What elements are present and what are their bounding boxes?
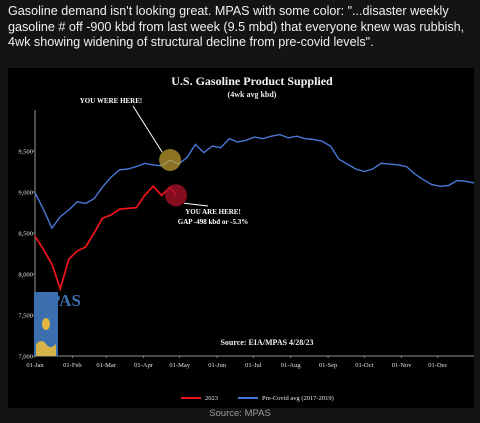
x-tick-label: 01-Dec bbox=[428, 362, 447, 369]
logo-flame bbox=[42, 318, 50, 330]
arrow-you-were-here bbox=[132, 105, 163, 153]
x-tick-label: 01-Aug bbox=[281, 362, 302, 369]
logo-text: MPAS bbox=[34, 291, 81, 310]
chart-subtitle: (4wk avg kbd) bbox=[228, 90, 277, 99]
highlight-circle-you-were-here bbox=[159, 149, 182, 172]
y-tick-labels: 7,000 7,500 8,000 8,500 9,000 9,500 bbox=[18, 149, 35, 361]
y-tick-label: 7,500 bbox=[18, 313, 33, 320]
gasoline-chart: U.S. Gasoline Product Supplied (4wk avg … bbox=[18, 74, 475, 402]
logo-waves bbox=[36, 341, 56, 356]
chart-axes bbox=[34, 110, 474, 357]
tweet-caption: Gasoline demand isn't looking great. MPA… bbox=[8, 4, 465, 49]
chart-title: U.S. Gasoline Product Supplied bbox=[171, 74, 333, 88]
y-tick-label: 8,000 bbox=[18, 272, 33, 279]
x-tick-label: 01-Apr bbox=[134, 362, 154, 369]
chart-panel: U.S. Gasoline Product Supplied (4wk avg … bbox=[8, 68, 475, 408]
x-tick-label: 01-Jun bbox=[208, 362, 226, 369]
legend-label-precovid: Pre-Covid avg (2017-2019) bbox=[262, 395, 334, 402]
annotation-you-were-here: YOU WERE HERE! bbox=[80, 97, 143, 105]
x-tick-label: 01-Nov bbox=[392, 362, 413, 369]
x-tick-label: 01-Mar bbox=[96, 362, 116, 369]
x-tick-label: 01-Oct bbox=[355, 362, 373, 369]
image-source: Source: MPAS bbox=[209, 408, 271, 419]
series-line-2023 bbox=[34, 184, 177, 292]
y-tick-label: 9,500 bbox=[18, 149, 33, 156]
x-tick-labels: 01-Jan 01-Feb 01-Mar 01-Apr 01-May 01-Jun 01-J… bbox=[26, 356, 447, 369]
annotation-gap: GAP -498 kbd or -5.3% bbox=[178, 218, 248, 226]
arrow-you-are-here bbox=[184, 202, 209, 207]
highlight-circle-you-are-here bbox=[165, 184, 188, 207]
y-tick-label: 7,000 bbox=[18, 354, 33, 361]
x-tick-label: 01-Feb bbox=[63, 362, 81, 369]
mpas-logo: MPAS bbox=[34, 291, 81, 356]
annotation-you-are-here: YOU ARE HERE! bbox=[185, 208, 241, 216]
chart-source-label: Source: EIA/MPAS 4/28/23 bbox=[220, 338, 313, 347]
x-tick-label: 01-Sep bbox=[319, 362, 337, 369]
chart-legend: 2023 Pre-Covid avg (2017-2019) bbox=[181, 395, 334, 402]
x-tick-label: 01-May bbox=[169, 362, 190, 369]
x-tick-label: 01-Jan bbox=[26, 362, 44, 369]
y-tick-label: 9,000 bbox=[18, 190, 33, 197]
legend-label-2023: 2023 bbox=[205, 395, 218, 402]
y-tick-label: 8,500 bbox=[18, 231, 33, 238]
x-tick-label: 01-Jul bbox=[245, 362, 261, 369]
series-line-precovid bbox=[34, 133, 475, 230]
